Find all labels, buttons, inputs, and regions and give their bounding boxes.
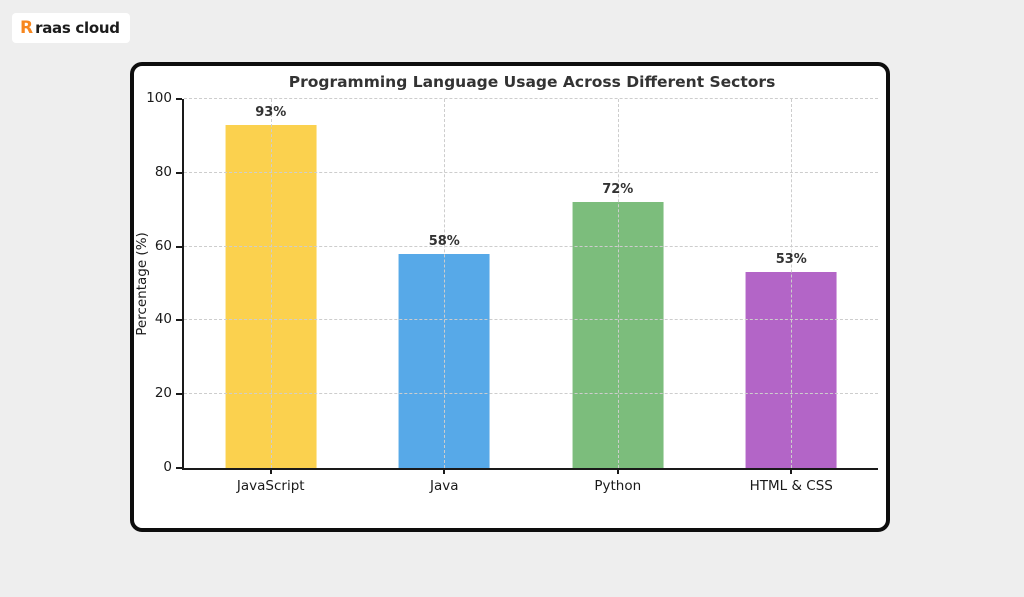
y-tick-mark [176, 171, 182, 174]
y-tick-label: 80 [154, 163, 172, 180]
y-tick-mark [176, 245, 182, 248]
bar-value-label: 53% [775, 252, 807, 268]
y-tick-mark [176, 467, 182, 469]
h-gridline [184, 98, 878, 99]
y-tick-label: 0 [163, 459, 172, 475]
y-tick-mark [176, 393, 182, 396]
x-tick-label: HTML & CSS [749, 478, 833, 494]
x-tick-label: JavaScript [236, 478, 305, 494]
y-tick-mark [176, 319, 182, 322]
bar-javascript [225, 124, 317, 468]
bar-value-label: 93% [255, 104, 287, 120]
bar-java [398, 253, 490, 468]
plot-area: Percentage (%) 0 20 40 60 80 100 93% JavaScript… [134, 90, 878, 494]
logo-text: raas cloud [35, 19, 120, 37]
bar-python [572, 202, 664, 468]
x-tick-label: Java [429, 478, 459, 494]
x-tick-label: Python [594, 478, 642, 494]
chart-title: Programming Language Usage Across Differ… [288, 73, 776, 91]
y-tick-label: 60 [154, 237, 172, 254]
y-tick-mark [176, 98, 182, 100]
bar-html-css [745, 272, 837, 468]
y-axis-label: Percentage (%) [134, 231, 150, 336]
x-tick-mark [269, 468, 272, 474]
bar-value-label: 72% [602, 182, 634, 198]
y-tick-label: 100 [146, 90, 172, 106]
y-tick-label: 20 [154, 385, 172, 402]
y-tick-label: 40 [154, 311, 172, 328]
x-tick-mark [443, 468, 446, 474]
x-tick-mark [790, 468, 793, 474]
raas-cloud-logo: R raas cloud [12, 13, 130, 43]
logo-r-icon: R [20, 17, 33, 38]
chart-panel: Programming Language Usage Across Differ… [130, 62, 890, 532]
x-tick-mark [616, 468, 619, 474]
bar-value-label: 58% [428, 233, 460, 249]
